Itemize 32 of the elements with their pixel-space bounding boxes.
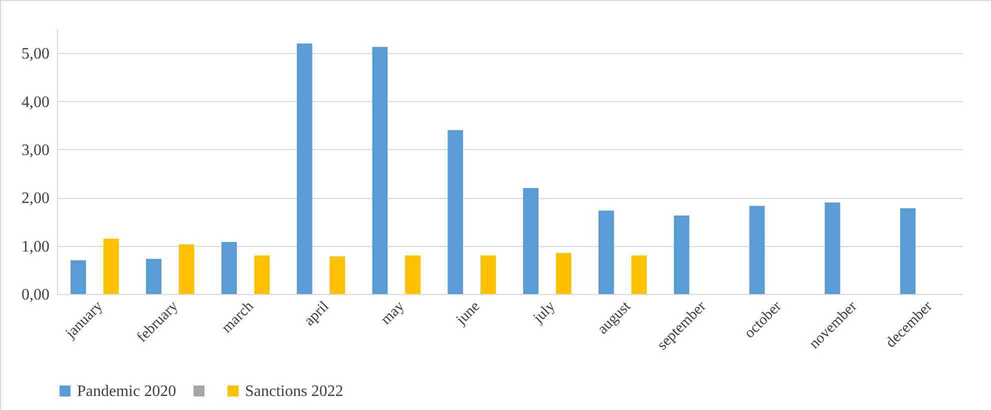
bar: [178, 244, 194, 294]
y-tick-label: 4,00: [22, 94, 50, 111]
bar: [296, 43, 312, 294]
y-tick-label: 3,00: [22, 142, 50, 159]
bar: [631, 255, 647, 294]
bar: [448, 130, 464, 294]
bar: [674, 215, 690, 294]
y-tick-label: 2,00: [22, 190, 50, 208]
bar: [254, 255, 270, 294]
bar: [749, 206, 765, 294]
bar: [824, 202, 840, 294]
bar: [900, 208, 916, 294]
bar: [598, 210, 614, 294]
bar: [146, 258, 162, 294]
x-tick-label: may: [378, 298, 408, 328]
bar: [480, 255, 496, 294]
x-tick-label: june: [452, 298, 484, 329]
y-tick-label: 0,00: [22, 286, 50, 304]
bar: [405, 255, 421, 294]
bar: [70, 260, 86, 294]
y-tick-label: 5,00: [22, 46, 50, 63]
legend-label: Pandemic 2020: [77, 383, 176, 400]
bar: [556, 253, 572, 294]
legend-label: Sanctions 2022: [245, 383, 344, 400]
y-tick-label: 1,00: [22, 238, 50, 256]
bar: [523, 188, 539, 294]
bar: [372, 46, 388, 294]
bar: [221, 242, 237, 294]
x-tick-label: april: [302, 298, 332, 330]
bar: [330, 256, 346, 294]
x-tick-label: july: [530, 298, 559, 328]
bar: [103, 238, 119, 294]
